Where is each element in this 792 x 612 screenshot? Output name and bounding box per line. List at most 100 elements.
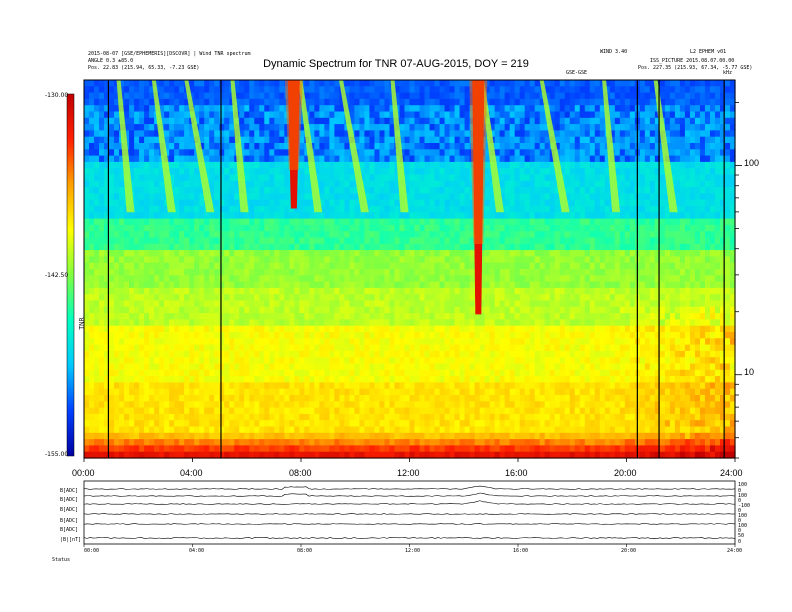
spectrum-cell	[534, 117, 541, 125]
spectrum-cell	[539, 313, 546, 320]
spectrum-cell	[524, 117, 531, 125]
spectrum-cell	[84, 117, 90, 125]
spectrum-cell	[224, 105, 230, 113]
spectrum-cell	[354, 86, 361, 94]
spectrum-cell	[329, 98, 335, 106]
spectrum-cell	[729, 80, 736, 87]
spectrum-cell	[454, 105, 461, 113]
spectrum-cell	[409, 262, 416, 270]
spectrum-cell	[414, 92, 421, 100]
spectrum-cell	[624, 199, 631, 207]
spectrum-cell	[174, 300, 180, 308]
spectrum-cell	[199, 231, 205, 239]
spectrum-cell	[134, 80, 140, 87]
spectrum-cell	[414, 256, 421, 264]
spectrum-cell	[374, 174, 381, 182]
spectrum-cell	[544, 306, 551, 314]
spectrum-cell	[109, 136, 115, 144]
spectrum-cell	[584, 92, 591, 100]
spectrum-cell	[649, 237, 656, 245]
spectrum-cell	[449, 224, 456, 232]
spectrum-cell	[674, 231, 681, 239]
spectrum-cell	[559, 86, 566, 94]
spectrum-cell	[189, 92, 195, 100]
spectrum-cell	[574, 313, 581, 320]
spectrum-cell	[239, 300, 245, 308]
spectrum-cell	[524, 136, 531, 144]
spectrum-cell	[424, 105, 431, 113]
spectrum-cell	[239, 98, 245, 106]
spectrum-cell	[619, 313, 626, 320]
spectrum-cell	[324, 86, 330, 94]
spectrum-cell	[149, 250, 155, 257]
spectrum-cell	[269, 319, 275, 327]
spectrum-cell	[409, 287, 416, 295]
spectrum-cell	[129, 111, 135, 119]
spectrum-cell	[479, 281, 486, 289]
spectrum-cell	[434, 287, 441, 295]
spectrum-cell	[184, 117, 190, 125]
spectrum-cell	[299, 117, 305, 125]
spectrum-cell	[339, 212, 345, 220]
spectrum-cell	[209, 105, 215, 113]
spectrum-cell	[264, 281, 270, 289]
spectrum-cell	[429, 124, 436, 131]
spectrum-cell	[274, 218, 280, 226]
spectrum-cell	[644, 262, 651, 270]
spectrum-cell	[389, 187, 396, 194]
spectrum-cell	[214, 206, 220, 213]
spectrum-cell	[599, 98, 606, 106]
spectrum-cell	[534, 250, 541, 257]
spectrum-cell	[364, 193, 371, 201]
spectrum-cell	[264, 193, 270, 201]
spectrum-cell	[429, 180, 436, 188]
spectrum-cell	[194, 243, 200, 251]
spectrum-cell	[204, 111, 210, 119]
spectrum-cell	[649, 161, 656, 169]
spectrum-cell	[269, 143, 275, 150]
spectrum-cell	[284, 136, 290, 144]
spectrum-cell	[724, 193, 731, 201]
spectrum-cell	[214, 256, 220, 264]
spectrum-cell	[289, 256, 295, 264]
spectrum-cell	[154, 256, 160, 264]
spectrum-cell	[204, 319, 210, 327]
spectrum-cell	[624, 300, 631, 308]
spectrum-cell	[644, 224, 651, 232]
spectrum-cell	[689, 86, 696, 94]
spectrum-cell	[409, 168, 416, 176]
spectrum-cell	[434, 250, 441, 257]
spectrum-cell	[364, 143, 371, 150]
spectrum-cell	[169, 294, 175, 302]
spectrum-cell	[614, 124, 621, 131]
spectrum-cell	[144, 212, 150, 220]
spectrum-cell	[419, 224, 426, 232]
spectrum-cell	[224, 124, 230, 131]
spectrum-cell	[84, 130, 90, 138]
spectrum-cell	[109, 124, 115, 131]
spectrum-cell	[409, 187, 416, 194]
spectrum-cell	[199, 294, 205, 302]
spectrum-cell	[684, 262, 691, 270]
spectrum-cell	[529, 206, 536, 213]
spectrum-cell	[529, 80, 536, 87]
spectrum-cell	[599, 124, 606, 131]
spectrum-cell	[249, 86, 255, 94]
spectrum-cell	[94, 98, 100, 106]
spectrum-cell	[564, 300, 571, 308]
spectrum-cell	[404, 98, 411, 106]
spectrum-cell	[509, 313, 516, 320]
spectrum-cell	[409, 224, 416, 232]
spectrum-cell	[129, 269, 135, 276]
spectrum-cell	[574, 124, 581, 131]
spectrum-cell	[444, 117, 451, 125]
spectrum-cell	[599, 243, 606, 251]
spectrum-cell	[504, 105, 511, 113]
spectrum-cell	[249, 149, 255, 157]
spectrum-cell	[484, 294, 491, 302]
spectrum-cell	[719, 117, 726, 125]
spectrum-cell	[529, 256, 536, 264]
spectrum-cell	[689, 92, 696, 100]
spectrum-cell	[704, 237, 711, 245]
spectrum-cell	[649, 174, 656, 182]
